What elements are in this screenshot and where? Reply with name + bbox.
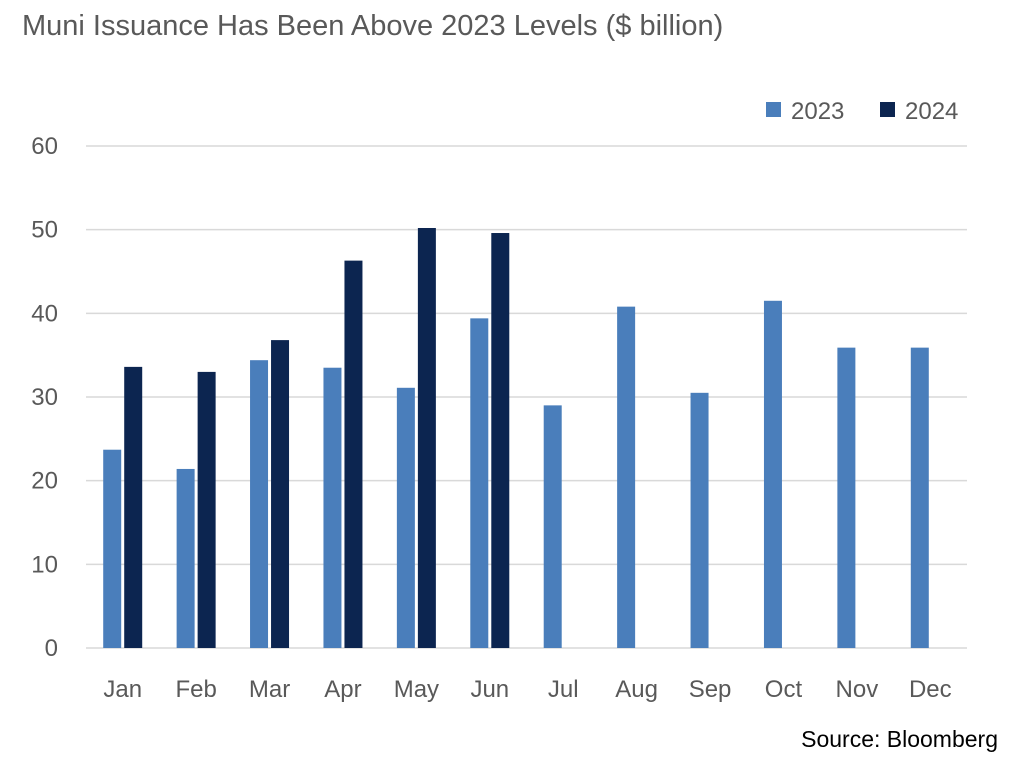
bar-2023-Feb (176, 468, 195, 648)
y-tick-label: 60 (31, 133, 58, 160)
bar-2023-Jul (543, 405, 562, 648)
bar-2024-Apr (344, 260, 363, 648)
bar-2024-May (417, 227, 436, 648)
bar-2023-Mar (250, 360, 269, 648)
legend-swatch-2024 (880, 102, 895, 117)
x-tick-label: Nov (836, 676, 879, 703)
x-tick-label: Mar (249, 676, 290, 703)
legend-label-2023: 2023 (791, 98, 844, 125)
y-tick-label: 50 (31, 217, 58, 244)
bar-2024-Feb (197, 371, 216, 648)
source-note: Source: Bloomberg (801, 726, 998, 752)
gridlines (86, 145, 967, 649)
bar-2023-Dec (910, 347, 929, 648)
bar-2024-Mar (271, 340, 290, 648)
x-tick-label: Aug (615, 676, 658, 703)
y-tick-label: 20 (31, 468, 58, 495)
y-tick-label: 10 (31, 551, 58, 578)
x-tick-label: Apr (324, 676, 361, 703)
x-tick-label: Feb (175, 676, 216, 703)
bar-2023-Aug (617, 306, 636, 648)
x-tick-label: Jun (470, 676, 509, 703)
x-axis: Jan Feb Mar Apr May Jun Jul Aug Sep Oct Nov Dec (103, 676, 951, 703)
legend: 2023 2024 (766, 98, 958, 125)
y-tick-label: 30 (31, 384, 58, 411)
x-tick-label: Dec (909, 676, 952, 703)
legend-swatch-2023 (766, 102, 781, 117)
bar-2023-Sep (690, 392, 709, 648)
chart-title: Muni Issuance Has Been Above 2023 Levels… (22, 10, 724, 42)
y-axis: 0 10 20 30 40 50 60 (31, 133, 58, 662)
bar-2024-Jun (491, 233, 510, 648)
y-tick-label: 0 (45, 635, 58, 662)
bar-2024-Jan (124, 366, 143, 648)
bars (103, 227, 929, 648)
y-tick-label: 40 (31, 300, 58, 327)
bar-2023-Nov (837, 347, 856, 648)
x-tick-label: Sep (689, 676, 732, 703)
bar-2023-Jan (103, 449, 122, 648)
bar-2023-May (396, 387, 415, 648)
x-tick-label: Jul (548, 676, 579, 703)
bar-2023-Jun (470, 318, 489, 648)
x-tick-label: Oct (765, 676, 803, 703)
bar-2023-Oct (763, 300, 782, 648)
x-tick-label: May (394, 676, 439, 703)
x-tick-label: Jan (103, 676, 142, 703)
bar-2023-Apr (323, 367, 342, 648)
legend-label-2024: 2024 (905, 98, 958, 125)
